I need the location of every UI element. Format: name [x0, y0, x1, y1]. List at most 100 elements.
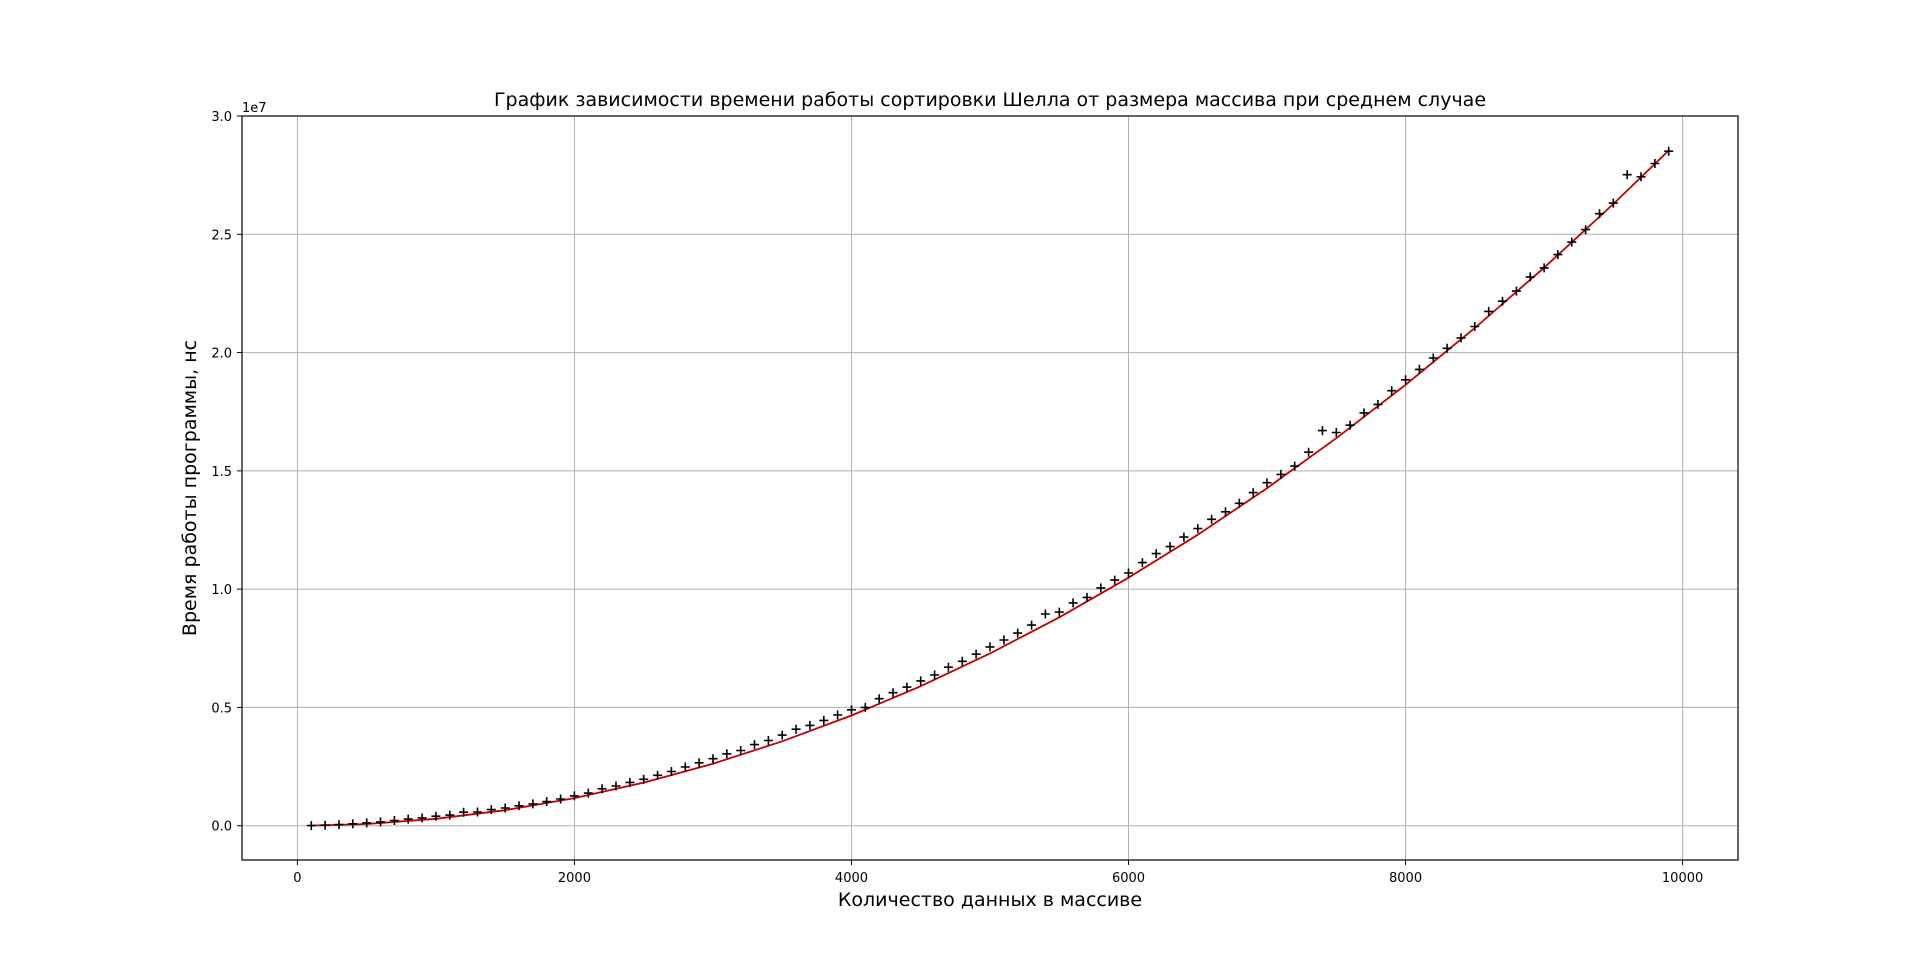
data-point [1636, 172, 1646, 182]
data-point [362, 818, 372, 828]
data-point [763, 736, 773, 745]
y-tick-label: 2.5 [211, 228, 232, 243]
data-point [653, 770, 663, 780]
data-point [1608, 198, 1618, 208]
data-point [1664, 146, 1674, 156]
data-point [999, 635, 1009, 645]
y-axis-label: Время работы программы, нс [179, 340, 201, 636]
data-point [473, 807, 482, 817]
data-point [1276, 469, 1286, 479]
data-point [1179, 532, 1189, 542]
data-point [1401, 375, 1411, 385]
data-point [943, 662, 953, 672]
data-point [1484, 306, 1494, 316]
y-ticks: 0.0 0.5 1.0 1.5 2.0 2.5 3.0 [211, 110, 242, 835]
data-point [459, 807, 469, 817]
data-point [722, 749, 732, 759]
data-point [1581, 225, 1591, 235]
data-point [639, 774, 649, 784]
data-point [1207, 514, 1217, 524]
data-point [445, 810, 455, 820]
data-point [1567, 237, 1577, 247]
data-point [1151, 549, 1161, 559]
data-point [583, 788, 593, 798]
data-point [542, 797, 552, 807]
data-point [403, 814, 413, 824]
data-point [750, 740, 759, 750]
x-tick-label: 0 [293, 871, 301, 886]
chart-title: График зависимости времени работы сортир… [494, 89, 1486, 111]
data-point [1304, 447, 1314, 457]
data-point [1221, 507, 1230, 517]
data-point [1650, 159, 1660, 168]
data-point [1054, 607, 1064, 617]
data-point [1096, 583, 1106, 593]
y-tick-label: 2.0 [211, 347, 232, 362]
data-point [611, 781, 621, 791]
data-point [1622, 170, 1632, 180]
data-point [888, 688, 898, 698]
data-point [1124, 568, 1133, 578]
data-point [930, 670, 940, 680]
data-point [556, 794, 566, 804]
data-point [1428, 353, 1438, 363]
data-point [1317, 426, 1327, 436]
x-tick-label: 8000 [1389, 871, 1422, 886]
fit-line-layer [311, 149, 1670, 827]
data-point [1373, 399, 1383, 409]
data-point [1331, 428, 1341, 437]
data-point [694, 758, 704, 768]
x-ticks: 0 2000 4000 6000 8000 10000 [293, 860, 1703, 886]
data-point [431, 811, 441, 821]
data-point [569, 791, 579, 801]
data-point [1525, 272, 1535, 282]
data-point [736, 746, 746, 755]
y-tick-label: 3.0 [211, 110, 232, 125]
data-point [1345, 420, 1355, 430]
data-point [666, 767, 676, 776]
axes-frame [241, 115, 1739, 861]
data-point [1082, 592, 1092, 602]
data-point [486, 805, 496, 815]
data-point [791, 724, 801, 734]
data-point [1387, 386, 1397, 396]
x-tick-label: 4000 [835, 871, 868, 886]
data-point [1027, 620, 1037, 630]
data-point [1442, 343, 1452, 353]
data-point [916, 676, 926, 686]
data-point [1165, 542, 1175, 552]
data-point [1414, 364, 1424, 374]
data-point [597, 784, 607, 794]
data-point [500, 803, 510, 813]
data-point [1498, 296, 1507, 306]
data-point [306, 821, 316, 831]
data-point [1234, 498, 1244, 508]
data-point [860, 702, 870, 712]
data-point [1013, 628, 1023, 638]
data-point [389, 816, 399, 825]
y-tick-label: 1.0 [211, 583, 232, 598]
x-tick-label: 10000 [1662, 871, 1703, 886]
y-tick-label: 0.5 [211, 701, 232, 716]
x-tick-label: 2000 [558, 871, 591, 886]
data-point [1290, 461, 1300, 471]
grid-lines [242, 115, 1738, 860]
data-point [874, 694, 884, 704]
data-point [376, 817, 385, 827]
data-points-layer [306, 146, 1674, 831]
data-point [1511, 286, 1521, 296]
data-point [1068, 598, 1078, 608]
fit-line [311, 149, 1670, 827]
data-point [320, 820, 330, 830]
y-offset-label: 1e7 [242, 101, 267, 116]
data-point [625, 777, 635, 787]
data-point [680, 762, 690, 772]
data-point [971, 649, 981, 659]
data-point [334, 820, 344, 830]
data-point [1553, 250, 1563, 260]
data-point [1359, 408, 1369, 418]
data-point [957, 656, 967, 666]
data-point [1456, 333, 1466, 343]
data-point [833, 710, 843, 720]
